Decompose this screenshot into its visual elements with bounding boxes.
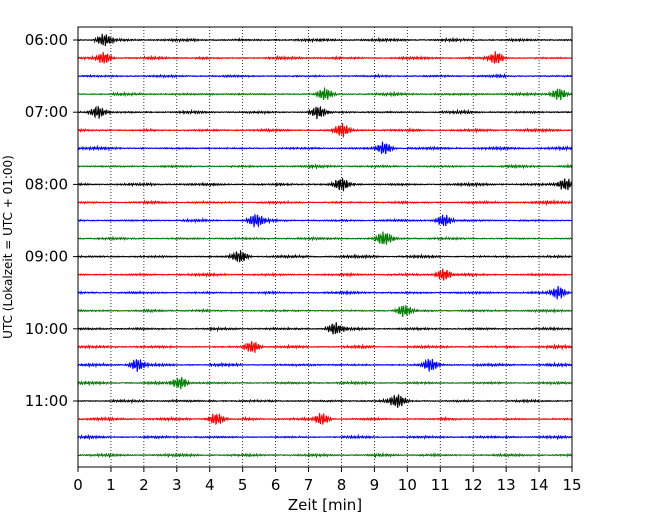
trace-line: [77, 250, 573, 263]
trace-line: [77, 305, 573, 318]
trace-line: [77, 33, 573, 47]
x-tick-label: 11: [431, 476, 450, 494]
trace-line: [77, 322, 573, 335]
y-tick-label: 06:00: [25, 31, 68, 49]
x-tick-label: 6: [271, 476, 281, 494]
trace-line: [77, 72, 573, 79]
x-tick-label: 2: [139, 476, 149, 494]
vertical-grid: [110, 27, 540, 467]
y-axis-label: UTC (Lokalzeit = UTC + 01:00): [1, 155, 15, 339]
x-tick-label: 1: [106, 476, 116, 494]
trace-line: [77, 141, 573, 155]
x-tick-label: 12: [464, 476, 483, 494]
helicorder-traces: [77, 33, 573, 459]
trace-line: [77, 268, 573, 281]
trace-line: [77, 376, 573, 390]
plot-frame: [77, 26, 573, 468]
trace-line: [77, 451, 573, 459]
x-tick-label: 7: [304, 476, 314, 494]
x-tick-label: 4: [205, 476, 215, 494]
trace-line: [77, 163, 573, 171]
x-tick-label: 13: [497, 476, 516, 494]
y-tick-label: 11:00: [25, 392, 68, 410]
x-tick-label: 14: [530, 476, 549, 494]
trace-line: [77, 285, 573, 300]
trace-line: [77, 198, 573, 207]
trace-line: [77, 214, 573, 229]
x-axis-ticks: 0 1 2 3 4 5 6 7 8 9 10 11 12 13 14 15: [73, 467, 582, 494]
y-tick-label: 08:00: [25, 175, 68, 193]
y-axis-ticks: 06:00 07:00 08:00 09:00 10:00 11:00: [25, 31, 78, 410]
trace-line: [77, 231, 573, 245]
trace-line: [77, 177, 573, 192]
trace-line: [77, 341, 573, 353]
x-axis-label: Zeit [min]: [288, 496, 362, 514]
x-tick-label: 10: [398, 476, 417, 494]
trace-line: [77, 51, 573, 64]
x-tick-label: 9: [370, 476, 380, 494]
x-tick-label: 5: [238, 476, 248, 494]
trace-line: [77, 433, 573, 441]
trace-line: [77, 123, 573, 138]
x-tick-label: 0: [73, 476, 83, 494]
trace-line: [77, 358, 573, 372]
y-tick-label: 09:00: [25, 248, 68, 266]
x-tick-label: 8: [337, 476, 347, 494]
x-tick-label: 15: [562, 476, 581, 494]
x-tick-label: 3: [172, 476, 182, 494]
trace-line: [77, 394, 573, 408]
trace-line: [77, 105, 573, 120]
y-tick-label: 07:00: [25, 103, 68, 121]
trace-line: [77, 413, 573, 426]
trace-line: [77, 87, 573, 101]
y-tick-label: 10:00: [25, 320, 68, 338]
